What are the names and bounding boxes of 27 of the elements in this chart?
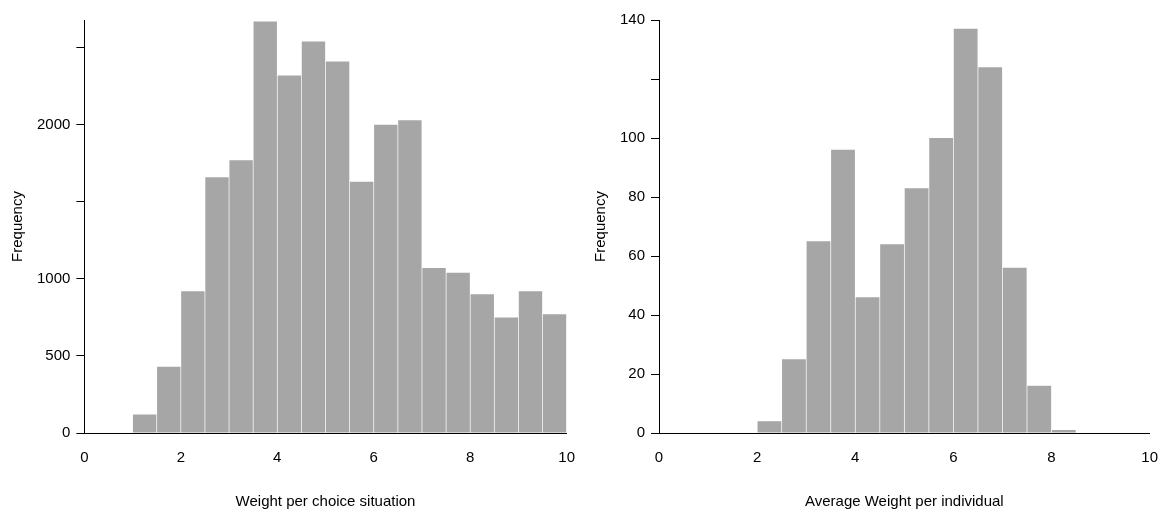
x-tick-label: 6: [369, 448, 378, 466]
y-tick-label: 500: [45, 346, 71, 364]
y-axis-title: Frequency: [591, 190, 609, 262]
x-tick-label: 8: [1047, 448, 1056, 466]
y-tick-label: 100: [620, 128, 646, 146]
y-tick-label: 0: [636, 423, 646, 441]
y-tick-label: 0: [62, 423, 71, 441]
x-tick-label: 8: [466, 448, 475, 466]
x-tick-label: 0: [80, 448, 89, 466]
y-tick-label: 20: [628, 364, 646, 382]
x-axis-title: Weight per choice situation: [235, 492, 416, 510]
x-tick-label: 10: [558, 448, 575, 466]
y-axis-title: Frequency: [8, 190, 26, 262]
x-tick-label: 4: [273, 448, 282, 466]
y-tick-label: 40: [628, 305, 646, 323]
x-tick-label: 2: [752, 448, 762, 466]
y-tick-label: 80: [628, 187, 646, 205]
y-tick-label: 140: [620, 10, 646, 28]
y-tick-label: 2000: [36, 114, 71, 132]
x-axis-title: Average Weight per individual: [804, 492, 1004, 510]
y-tick-label: 1000: [36, 269, 71, 287]
y-tick-label: 60: [628, 246, 646, 264]
x-tick-label: 10: [1141, 448, 1158, 466]
x-tick-label: 2: [176, 448, 185, 466]
x-tick-label: 0: [654, 448, 664, 466]
x-tick-label: 4: [851, 448, 860, 466]
x-tick-label: 6: [949, 448, 958, 466]
